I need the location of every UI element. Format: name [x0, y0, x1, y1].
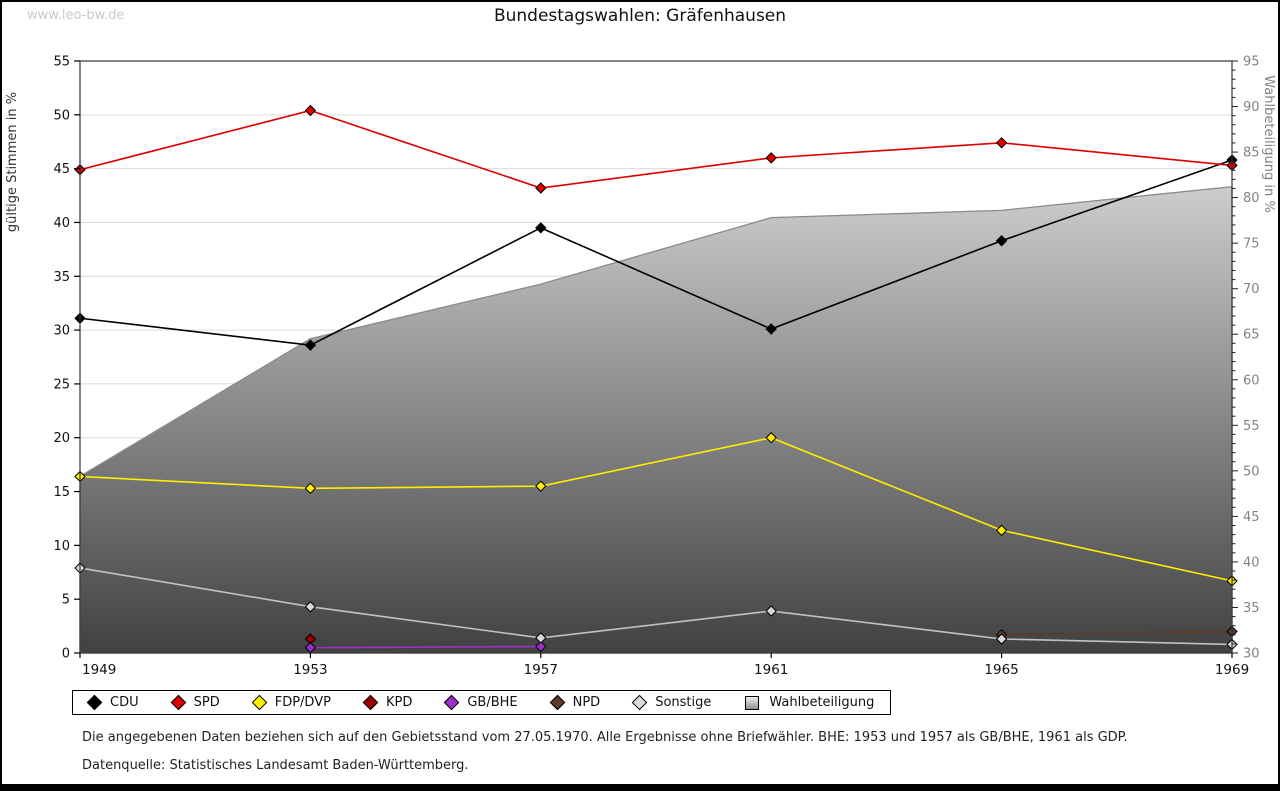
left-tick-label: 5 — [62, 593, 70, 608]
line-npd — [1001, 630, 1233, 636]
x-tick-label-1969: 1969 — [1215, 662, 1249, 678]
legend-diamond-icon — [251, 694, 267, 711]
marker-sonstige-1953[interactable] — [304, 601, 317, 613]
legend-item-wahlbeteiligung[interactable]: Wahlbeteiligung — [745, 695, 874, 710]
legend-diamond-icon — [170, 694, 186, 711]
left-tick-label: 45 — [53, 162, 70, 177]
left-tick-label: 25 — [53, 377, 70, 392]
right-tick-label: 60 — [1243, 373, 1260, 388]
marker-fdp-dvp-1961[interactable] — [765, 432, 777, 444]
left-tick-label: 40 — [53, 216, 70, 231]
legend-item-npd[interactable]: NPD — [549, 694, 601, 711]
line-spd — [79, 109, 1233, 189]
right-tick-label: 75 — [1243, 237, 1260, 252]
legend-item-kpd[interactable]: KPD — [362, 694, 413, 711]
legend-item-cdu[interactable]: CDU — [86, 694, 139, 711]
left-tick-label: 35 — [53, 270, 70, 285]
watermark-leo-bw: www.leo-bw.de — [27, 8, 125, 23]
legend-square-icon — [745, 695, 760, 710]
marker-gb-bhe-1957[interactable] — [535, 640, 547, 653]
marker-spd-1965[interactable] — [995, 137, 1008, 149]
marker-fdp-dvp-1957[interactable] — [535, 480, 547, 492]
left-tick-label: 30 — [53, 324, 70, 339]
left-tick-label: 20 — [53, 431, 70, 446]
marker-cdu-1965[interactable] — [995, 235, 1008, 247]
legend-label: NPD — [572, 695, 601, 710]
plot-border — [79, 60, 1233, 654]
left-tick-label: 10 — [53, 539, 70, 554]
right-tick-label: 50 — [1243, 464, 1260, 479]
footnote-data-source: Datenquelle: Statistisches Landesamt Bad… — [82, 758, 469, 773]
marker-spd-1953[interactable] — [304, 104, 317, 117]
left-tick-label: 55 — [53, 55, 70, 70]
marker-cdu-1957[interactable] — [535, 222, 547, 234]
marker-spd-1961[interactable] — [765, 152, 777, 164]
legend-item-spd[interactable]: SPD — [170, 694, 220, 711]
right-tick-label: 35 — [1243, 601, 1260, 616]
right-tick-label: 55 — [1243, 419, 1260, 434]
left-tick-label: 50 — [53, 108, 70, 123]
right-tick-label: 65 — [1243, 328, 1260, 343]
legend-diamond-icon — [444, 694, 460, 711]
marker-sonstige-1961[interactable] — [765, 605, 777, 617]
footnote-data-basis: Die angegebenen Daten beziehen sich auf … — [82, 730, 1128, 745]
line-cdu — [79, 159, 1233, 346]
legend-label: Wahlbeteiligung — [769, 695, 875, 710]
x-tick-label-1949: 1949 — [82, 662, 116, 678]
marker-cdu-1953[interactable] — [304, 339, 317, 351]
line-gb-bhe — [310, 645, 541, 649]
legend-item-sonstige[interactable]: Sonstige — [631, 694, 712, 711]
left-tick-label: 15 — [53, 485, 70, 500]
legend-label: GB/BHE — [467, 695, 518, 710]
legend-label: FDP/DVP — [274, 695, 331, 710]
legend-diamond-icon — [362, 694, 379, 711]
legend-diamond-icon — [549, 694, 565, 711]
marker-sonstige-1965[interactable] — [995, 633, 1008, 645]
area-wahlbeteiligung — [79, 185, 1233, 654]
marker-cdu-1961[interactable] — [765, 323, 777, 335]
legend-diamond-icon — [631, 694, 648, 711]
legend-diamond-icon — [86, 694, 103, 711]
legend-label: Sonstige — [655, 695, 712, 710]
legend-item-gb-bhe[interactable]: GB/BHE — [444, 694, 518, 711]
line-sonstige — [79, 567, 1233, 646]
left-tick-label: 0 — [62, 647, 70, 662]
legend-item-fdp-dvp[interactable]: FDP/DVP — [251, 694, 331, 711]
right-tick-label: 40 — [1243, 555, 1260, 570]
x-tick-label-1957: 1957 — [524, 662, 558, 678]
chart-title: Bundestagswahlen: Gräfenhausen — [493, 6, 787, 26]
marker-spd-1957[interactable] — [535, 182, 547, 194]
chart-legend: CDU SPD FDP/DVP KPD GB/BHE NPD Sonstige Wahlbet… — [72, 690, 892, 715]
x-tick-label-1953: 1953 — [293, 662, 327, 678]
line-fdp-dvp — [79, 436, 1233, 582]
right-axis-title: Wahlbeteiligung in % — [1261, 75, 1276, 212]
legend-label: CDU — [110, 695, 139, 710]
right-tick-label: 95 — [1243, 55, 1260, 70]
left-axis-title: gültige Stimmen in % — [5, 92, 20, 232]
right-tick-label: 45 — [1243, 510, 1260, 525]
right-tick-label: 30 — [1243, 647, 1260, 662]
right-tick-label: 70 — [1243, 282, 1260, 297]
legend-label: KPD — [385, 695, 413, 710]
right-tick-label: 80 — [1243, 191, 1260, 206]
x-tick-label-1965: 1965 — [984, 662, 1018, 678]
marker-sonstige-1957[interactable] — [535, 632, 547, 644]
right-tick-label: 85 — [1243, 146, 1260, 161]
right-tick-label: 90 — [1243, 100, 1260, 115]
legend-label: SPD — [193, 695, 220, 710]
marker-fdp-dvp-1953[interactable] — [304, 482, 317, 495]
x-tick-label-1961: 1961 — [754, 662, 788, 678]
marker-fdp-dvp-1965[interactable] — [995, 524, 1008, 537]
